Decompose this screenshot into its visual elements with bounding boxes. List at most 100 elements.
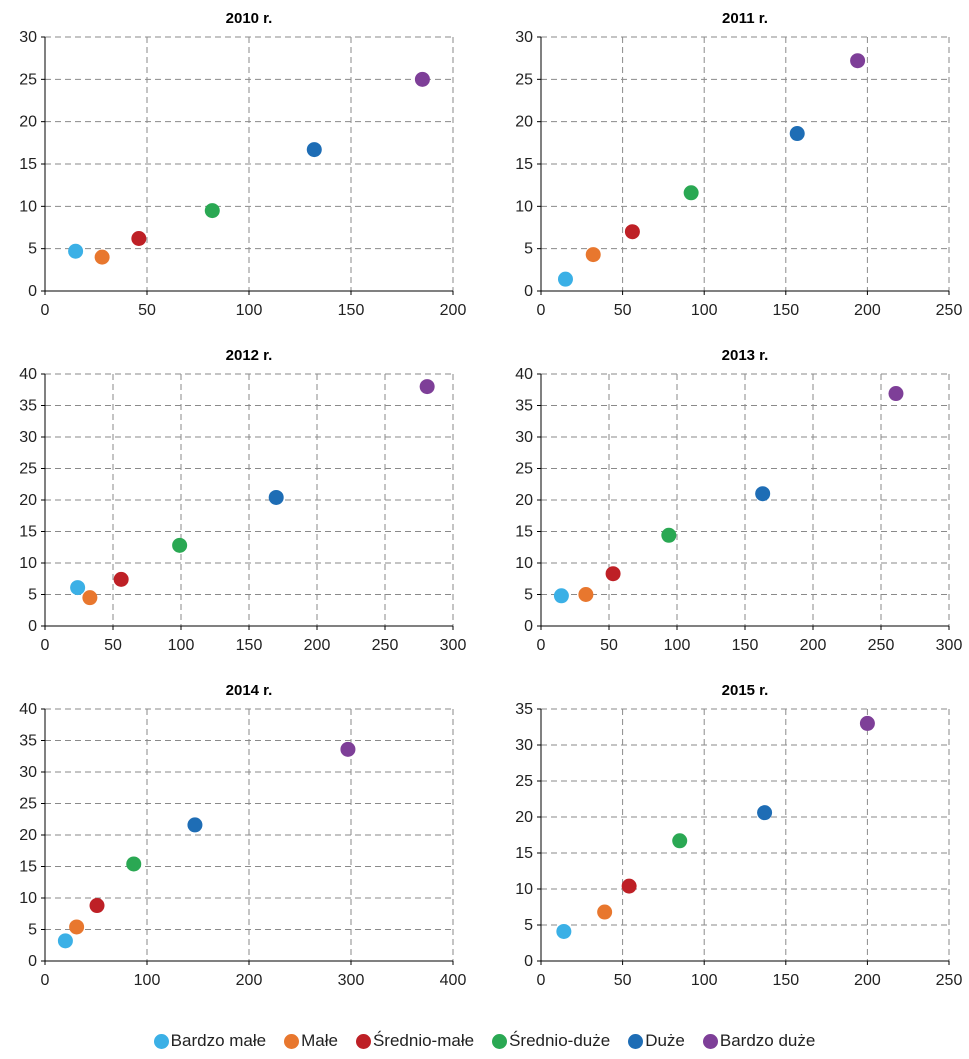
data-point: [757, 805, 773, 821]
y-tick-label: 40: [19, 366, 37, 383]
y-tick-label: 40: [19, 701, 37, 718]
chart-panel: 0 5 10 15 20 25 30 35 40 0 50 100 150 200 250 300 2012 r…: [19, 347, 466, 654]
y-tick-label: 10: [515, 555, 533, 572]
chart-panel: 0 5 10 15 20 25 30 35 0 50 100 150 200 250 2015 r.: [515, 682, 962, 989]
legend-item: Małe: [284, 1031, 338, 1051]
data-point: [268, 489, 284, 505]
y-tick-label: 20: [19, 114, 37, 131]
data-point: [888, 386, 904, 402]
legend-item: Duże: [628, 1031, 685, 1051]
data-point: [621, 878, 637, 894]
legend-swatch-male: [284, 1033, 300, 1049]
legend-swatch-bardzo-duze: [702, 1033, 718, 1049]
x-tick-label: 200: [236, 972, 263, 989]
x-tick-label: 150: [236, 637, 263, 654]
x-tick-label: 0: [41, 637, 50, 654]
chart-title: 2015 r.: [722, 682, 769, 699]
legend-swatch-bardzo-male: [153, 1033, 169, 1049]
x-tick-label: 0: [537, 302, 546, 319]
y-tick-label: 10: [19, 555, 37, 572]
y-tick-label: 5: [524, 587, 533, 604]
y-tick-label: 30: [515, 29, 533, 46]
x-tick-label: 250: [936, 972, 963, 989]
x-tick-label: 200: [440, 302, 467, 319]
x-tick-label: 250: [372, 637, 399, 654]
chart-title: 2010 r.: [226, 10, 273, 27]
y-tick-label: 20: [19, 827, 37, 844]
legend-swatch-srednio-male: [355, 1033, 371, 1049]
data-point: [683, 185, 699, 201]
chart-panel: 0 5 10 15 20 25 30 0 50 100 150 200 2010 r.: [19, 10, 466, 319]
data-point: [68, 243, 84, 259]
legend-label: Bardzo duże: [719, 1031, 816, 1050]
y-tick-label: 30: [19, 429, 37, 446]
data-point: [306, 142, 322, 158]
y-tick-label: 20: [515, 492, 533, 509]
data-point: [789, 126, 805, 142]
charts-grid: 0 5 10 15 20 25 30 0 50 100 150 200 2010 r. 0 5 10 15 20 2…: [19, 10, 963, 989]
data-point: [113, 571, 129, 587]
y-tick-label: 15: [19, 524, 37, 541]
data-point: [172, 537, 188, 553]
chart-panel: 0 5 10 15 20 25 30 0 50 100 150 200 250 2011 r.: [515, 10, 962, 319]
legend-label: Małe: [301, 1031, 338, 1050]
data-point: [419, 379, 435, 395]
data-point: [557, 271, 573, 287]
x-tick-label: 100: [134, 972, 161, 989]
x-tick-label: 200: [854, 972, 881, 989]
y-tick-label: 25: [19, 461, 37, 478]
data-point: [661, 527, 677, 543]
data-point: [850, 53, 866, 69]
y-tick-label: 30: [515, 429, 533, 446]
x-tick-label: 0: [41, 972, 50, 989]
y-tick-label: 30: [19, 29, 37, 46]
data-point: [414, 71, 430, 87]
y-tick-label: 0: [524, 953, 533, 970]
x-tick-label: 200: [854, 302, 881, 319]
y-tick-label: 0: [28, 618, 37, 635]
y-tick-label: 35: [19, 398, 37, 415]
x-tick-label: 300: [936, 637, 963, 654]
data-point: [187, 817, 203, 833]
data-point: [553, 588, 569, 604]
data-point: [597, 904, 613, 920]
legend-item: Średnio-duże: [492, 1031, 610, 1051]
y-tick-label: 20: [515, 809, 533, 826]
data-point: [755, 486, 771, 502]
y-tick-label: 10: [19, 890, 37, 907]
legend-item: Bardzo duże: [702, 1031, 816, 1051]
x-tick-label: 100: [236, 302, 263, 319]
x-tick-label: 100: [691, 302, 718, 319]
x-tick-label: 250: [936, 302, 963, 319]
x-tick-label: 200: [304, 637, 331, 654]
x-tick-label: 150: [772, 302, 799, 319]
y-tick-label: 5: [28, 922, 37, 939]
chart-title: 2014 r.: [226, 682, 273, 699]
y-tick-label: 5: [524, 917, 533, 934]
data-point: [859, 715, 875, 731]
legend-swatch-duze: [628, 1033, 644, 1049]
x-tick-label: 300: [338, 972, 365, 989]
y-tick-label: 0: [524, 283, 533, 300]
data-point: [70, 580, 86, 596]
x-tick-label: 50: [104, 637, 122, 654]
legend-item: Bardzo małe: [153, 1031, 266, 1051]
y-tick-label: 15: [19, 859, 37, 876]
x-tick-label: 50: [614, 302, 632, 319]
data-point: [89, 898, 105, 914]
data-point: [126, 856, 142, 872]
y-tick-label: 20: [19, 492, 37, 509]
y-tick-label: 5: [28, 587, 37, 604]
data-point: [57, 933, 73, 949]
legend-swatch-srednio-duze: [492, 1033, 508, 1049]
y-tick-label: 15: [515, 845, 533, 862]
x-tick-label: 200: [800, 637, 827, 654]
chart-title: 2011 r.: [722, 10, 768, 27]
data-point: [131, 231, 147, 247]
data-point: [69, 919, 85, 935]
data-point: [624, 224, 640, 240]
y-tick-label: 30: [515, 737, 533, 754]
y-tick-label: 25: [19, 796, 37, 813]
x-tick-label: 150: [772, 972, 799, 989]
